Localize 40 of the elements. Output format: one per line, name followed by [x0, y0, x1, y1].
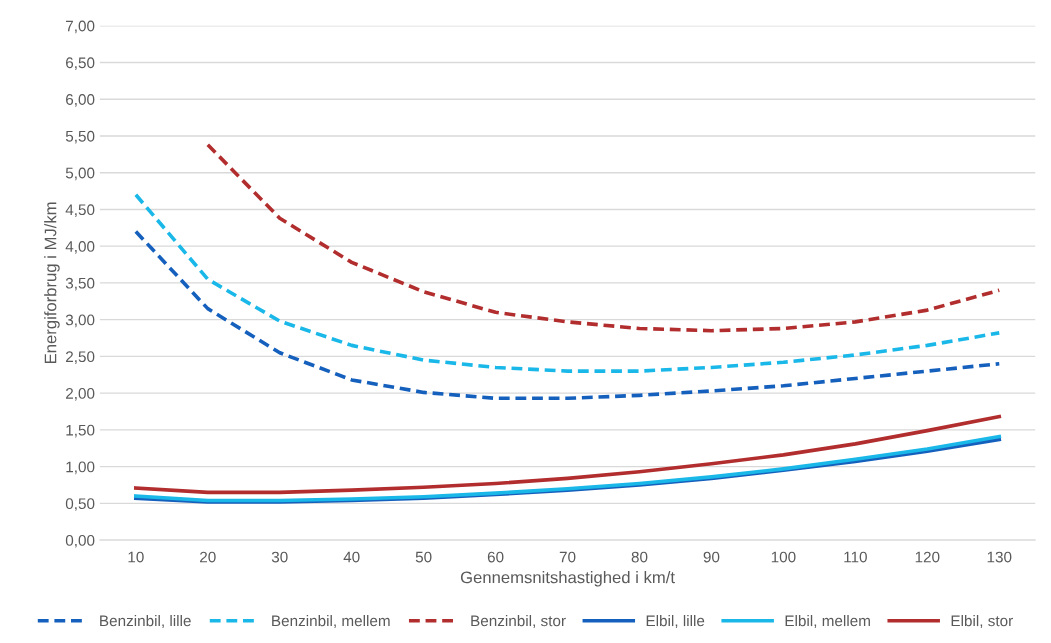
y-tick-label: 4,50 [65, 204, 95, 217]
x-tick-label: 90 [703, 551, 720, 563]
legend-label: Benzinbil, lille [100, 615, 191, 629]
legend-label: Elbil, lille [646, 615, 705, 629]
y-tick-label: 3,50 [65, 277, 95, 291]
y-tick-label: 1,50 [66, 424, 95, 438]
y-tick-label: 5,50 [65, 130, 95, 144]
y-tick-label: 4,00 [65, 241, 95, 254]
y-tick-label: 1,00 [66, 461, 95, 475]
x-tick-label: 10 [128, 551, 144, 563]
x-tick-label: 110 [844, 551, 867, 563]
x-tick-label: 40 [343, 551, 360, 563]
line-series [134, 414, 1002, 495]
y-tick-label: 6,00 [66, 94, 95, 107]
y-tick-label: 2,00 [66, 388, 95, 401]
x-tick-label: 80 [631, 551, 648, 563]
y-axis-title: Energiforbrug i MJ/km [44, 202, 60, 364]
line-series [134, 192, 1002, 373]
line-series [134, 229, 1002, 401]
y-tick-label: 3,00 [65, 314, 95, 328]
x-tick-label: 120 [915, 551, 940, 563]
x-tick-label: 70 [559, 551, 576, 563]
x-tick-label: 30 [271, 551, 288, 563]
legend-label: Elbil, stor [951, 615, 1013, 629]
y-tick-label: 5,00 [65, 167, 95, 181]
x-tick-label: 20 [200, 551, 216, 563]
y-tick-label: 6,50 [66, 57, 95, 70]
legend-label: Elbil, mellem [785, 615, 870, 629]
x-tick-label: 50 [415, 551, 432, 563]
x-tick-label: 100 [771, 551, 796, 563]
y-tick-label: 0,50 [65, 498, 95, 511]
legend-label: Benzinbil, mellem [272, 615, 390, 629]
x-tick-label: 130 [987, 551, 1012, 563]
y-tick-label: 7,00 [66, 20, 95, 34]
legend-label: Benzinbil, stor [471, 615, 566, 629]
y-tick-label: 2,50 [66, 351, 95, 364]
y-tick-label: 0,00 [65, 534, 95, 548]
x-axis-title: Gennemsnitshastighed i km/t [460, 571, 675, 587]
line-series [205, 142, 1002, 333]
x-tick-label: 60 [487, 551, 504, 563]
